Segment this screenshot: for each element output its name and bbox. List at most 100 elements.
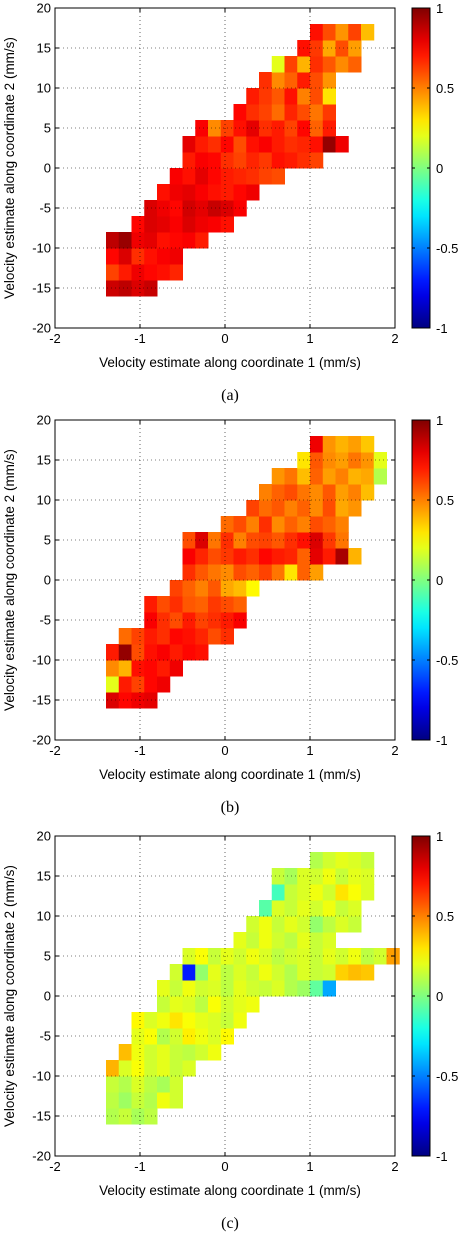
heatmap-cell [297, 516, 311, 533]
heatmap-cell [195, 168, 209, 185]
heatmap-cell [322, 104, 336, 121]
heatmap-cell [233, 980, 247, 997]
heatmap-cell [284, 500, 298, 517]
heatmap-cell [195, 1044, 209, 1061]
heatmap-cell [348, 436, 362, 453]
colorbar-tick-label: -1 [436, 321, 448, 336]
heatmap-cell [335, 468, 349, 485]
heatmap-cell [348, 948, 362, 965]
heatmap-cell [169, 980, 183, 997]
heatmap-panel-c: -2 -1 0 1 2 -20 -15 -10 -5 0 5 10 15 20 Velocity estim… [0, 828, 474, 1238]
heatmap-cell [310, 980, 324, 997]
y-tick-label: -10 [32, 241, 51, 256]
y-axis-label: Velocity estimate along coordinate 2 (mm… [2, 449, 17, 711]
heatmap-cell [169, 1092, 183, 1109]
heatmap-cell [271, 964, 285, 981]
heatmap-cell [271, 500, 285, 517]
heatmap-cell [106, 280, 120, 297]
heatmap-cell [310, 40, 324, 57]
heatmap-cell [335, 56, 349, 73]
heatmap-cell [271, 564, 285, 581]
heatmap-cell [259, 900, 273, 917]
heatmap-cell [169, 1012, 183, 1029]
heatmap-cell [259, 948, 273, 965]
heatmap-cell [208, 628, 222, 645]
heatmap-cell [169, 184, 183, 201]
heatmap-cell [361, 24, 375, 41]
heatmap-cell [118, 676, 132, 693]
heatmap-cell [144, 1076, 158, 1093]
heatmap-cell [233, 932, 247, 949]
x-tick-label: 2 [391, 1159, 398, 1174]
heatmap-cell [297, 152, 311, 169]
heatmap-cell [220, 980, 234, 997]
heatmap-cell [322, 884, 336, 901]
heatmap-cell [131, 628, 145, 645]
heatmap-cell [246, 532, 260, 549]
heatmap-cell [284, 56, 298, 73]
heatmap-cell [208, 980, 222, 997]
heatmap-cell [259, 120, 273, 137]
heatmap-cell [144, 200, 158, 217]
heatmap-cell [322, 484, 336, 501]
heatmap-cell [310, 852, 324, 869]
heatmap-cell [182, 1060, 196, 1077]
heatmap-cell [310, 868, 324, 885]
heatmap-cell [118, 660, 132, 677]
heatmap-cell [144, 1108, 158, 1125]
heatmap-cell [208, 216, 222, 233]
heatmap-cell [233, 596, 247, 613]
heatmap-cell [297, 980, 311, 997]
heatmap-cell [157, 996, 171, 1013]
heatmap-cell [144, 1092, 158, 1109]
heatmap-cell [322, 548, 336, 565]
colorbar-tick-label: 0.5 [436, 909, 454, 924]
y-tick-label: 0 [44, 989, 51, 1004]
heatmap-cell [118, 1060, 132, 1077]
heatmap-cell [284, 900, 298, 917]
heatmap-cell [310, 24, 324, 41]
heatmap-cell [246, 564, 260, 581]
y-tick-label: 15 [37, 453, 51, 468]
x-tick-label: 0 [221, 331, 228, 346]
heatmap-cell [195, 120, 209, 137]
heatmap-cell [271, 484, 285, 501]
heatmap-cell [297, 884, 311, 901]
heatmap-cell [118, 264, 132, 281]
heatmap-cell [259, 152, 273, 169]
heatmap-cell [271, 900, 285, 917]
heatmap-cell [195, 1012, 209, 1029]
heatmap-cell [373, 948, 387, 965]
heatmap-cell [208, 564, 222, 581]
heatmap-cell [348, 916, 362, 933]
heatmap-cell [271, 152, 285, 169]
heatmap-cell [259, 532, 273, 549]
heatmap-cell [208, 168, 222, 185]
heatmap-cell [157, 1060, 171, 1077]
y-tick-label: -5 [39, 1029, 51, 1044]
heatmap-cell [118, 692, 132, 709]
colorbar-tick-label: 0.5 [436, 81, 454, 96]
heatmap-cell [220, 596, 234, 613]
colorbar-tick-label: -1 [436, 1149, 448, 1164]
heatmap-cell [220, 152, 234, 169]
heatmap-cell [246, 120, 260, 137]
x-tick-label: -2 [49, 331, 61, 346]
heatmap-cell [131, 1028, 145, 1045]
heatmap-cell [322, 852, 336, 869]
heatmap-cell [182, 1028, 196, 1045]
heatmap-cell [182, 612, 196, 629]
heatmap-cell [169, 644, 183, 661]
heatmap-cell [233, 964, 247, 981]
heatmap-cell [335, 484, 349, 501]
heatmap-cell [322, 136, 336, 153]
heatmap-cell [106, 232, 120, 249]
heatmap-cell [284, 884, 298, 901]
heatmap-cell [322, 72, 336, 89]
heatmap-cell [220, 580, 234, 597]
heatmap-cell [131, 1076, 145, 1093]
heatmap-cell [310, 532, 324, 549]
y-tick-label: -20 [32, 321, 51, 336]
heatmap-cell [322, 516, 336, 533]
heatmap-cell [259, 168, 273, 185]
